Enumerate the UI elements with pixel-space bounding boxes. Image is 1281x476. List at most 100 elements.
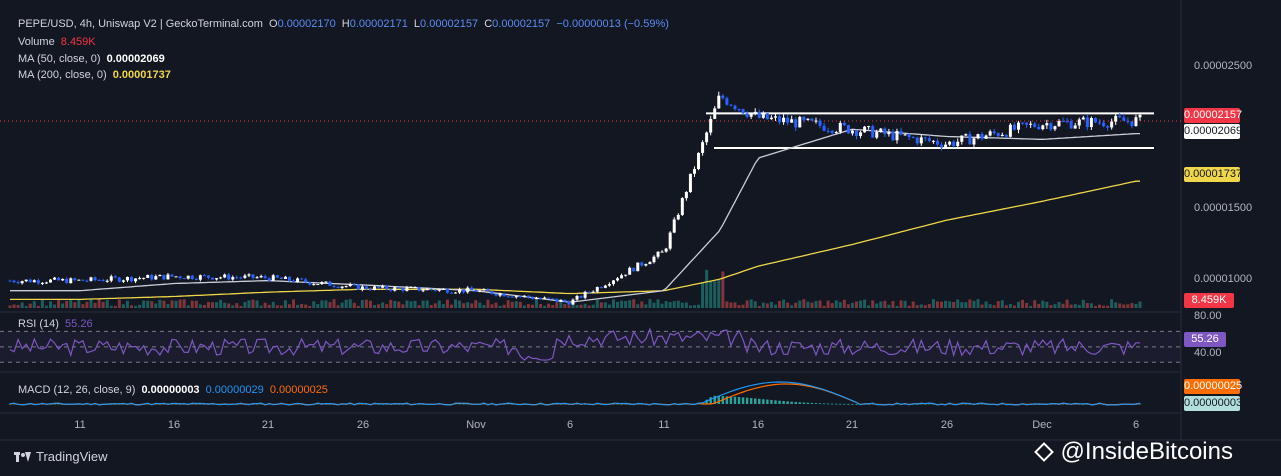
candle-body [899, 131, 903, 135]
volume-bar [215, 302, 219, 308]
macd-histogram-bar [818, 403, 822, 405]
macd-tag: 0.00000003 [1184, 396, 1243, 411]
x-axis-label: 26 [940, 419, 954, 431]
macd-histogram-bar [778, 400, 781, 404]
volume-bar [1061, 303, 1065, 308]
candle-body [251, 274, 255, 278]
candle-body [806, 118, 810, 120]
tradingview-logo[interactable]: TradingView [14, 449, 108, 464]
candle-body [146, 275, 150, 278]
volume-bar [778, 301, 782, 308]
volume-bar [753, 301, 757, 308]
candle-body [1081, 117, 1085, 120]
candle-body [292, 280, 296, 283]
volume-bar [397, 301, 401, 308]
open-label: O [269, 18, 278, 30]
volume-bar [65, 300, 69, 308]
candle-body [433, 289, 437, 291]
candle-body [44, 282, 48, 284]
volume-bar [1057, 301, 1061, 308]
volume-bar [652, 302, 656, 308]
x-axis-label: 16 [751, 419, 765, 431]
volume-bar [130, 305, 134, 308]
volume-bar [1110, 299, 1114, 308]
candle-body [535, 298, 539, 300]
candle-body [69, 278, 73, 284]
x-axis-label: Nov [466, 419, 486, 431]
macd-histogram-bar [851, 403, 854, 405]
volume-bar [628, 300, 632, 308]
candle-body [644, 264, 648, 266]
volume-bar [616, 301, 620, 308]
volume-bar [389, 299, 393, 308]
candle-body [972, 138, 976, 145]
volume-bar [595, 300, 599, 308]
candle-body [223, 274, 227, 278]
volume-bar [344, 299, 348, 308]
candle-body [474, 290, 478, 292]
volume-bar [705, 269, 709, 308]
candle-body [462, 289, 466, 293]
volume-bar [745, 300, 749, 308]
macd-histogram-bar [802, 402, 806, 404]
candle-body [701, 142, 705, 153]
volume-bar [255, 300, 259, 308]
volume-bar [462, 303, 466, 308]
candle-body [709, 118, 713, 133]
candle-body [887, 131, 891, 135]
last-price-tag: 0.00002157 [1184, 108, 1243, 123]
volume-bar [927, 304, 931, 308]
candle-body [786, 117, 790, 123]
volume-bar [818, 300, 822, 308]
candle-body [818, 120, 822, 126]
volume-bar [713, 281, 717, 308]
volume-bar [940, 301, 944, 308]
macd-histogram-bar [798, 402, 801, 404]
volume-bar [170, 300, 174, 308]
candle-body [1130, 121, 1134, 127]
low-label: L [413, 18, 421, 30]
candle-body [607, 284, 611, 286]
volume-bar [441, 304, 445, 308]
macd-histogram-bar [12, 403, 16, 405]
candle-body [130, 276, 134, 282]
volume-bar [895, 305, 899, 308]
macd-legend[interactable]: MACD (12, 26, close, 9) 0.00000003 0.000… [18, 384, 331, 396]
volume-bar [437, 300, 441, 308]
rsi-legend[interactable]: RSI (14) 55.26 [18, 318, 96, 330]
ma50-price-tag: 0.00002069 [1184, 124, 1243, 139]
volume-legend[interactable]: Volume 8.459K [18, 36, 99, 48]
candle-body [182, 278, 186, 280]
macd-histogram-bar [454, 403, 457, 405]
candle-body [620, 275, 624, 279]
candle-body [1097, 122, 1101, 124]
candle-body [895, 131, 899, 141]
ma200-price-tag: 0.00001737 [1184, 167, 1243, 182]
volume-bar [1134, 303, 1138, 308]
volume-bar [1114, 302, 1118, 308]
volume-bar [599, 302, 603, 308]
volume-bar [162, 300, 166, 308]
candle-body [413, 286, 417, 288]
candle-body [668, 232, 672, 249]
candle-body [1008, 124, 1012, 137]
macd-histogram-bar [733, 396, 737, 404]
candle-body [1029, 123, 1033, 125]
ma200-legend[interactable]: MA (200, close, 0) 0.00001737 [18, 69, 174, 81]
candle-body [328, 281, 332, 286]
volume-bar [28, 303, 32, 308]
volume-bar [867, 305, 871, 308]
ma50-legend[interactable]: MA (50, close, 0) 0.00002069 [18, 53, 168, 65]
volume-bar [121, 304, 125, 308]
candle-body [20, 281, 24, 284]
volume-bar [782, 299, 786, 308]
ma50-line [10, 128, 1140, 303]
x-axis-label: 11 [74, 419, 86, 431]
volume-bar [1085, 302, 1089, 308]
macd-histogram-bar [814, 403, 818, 404]
volume-bar [794, 302, 798, 308]
volume-bar [12, 304, 16, 308]
rsi-axis-label: 80.00 [1194, 310, 1222, 322]
candle-body [348, 284, 352, 287]
